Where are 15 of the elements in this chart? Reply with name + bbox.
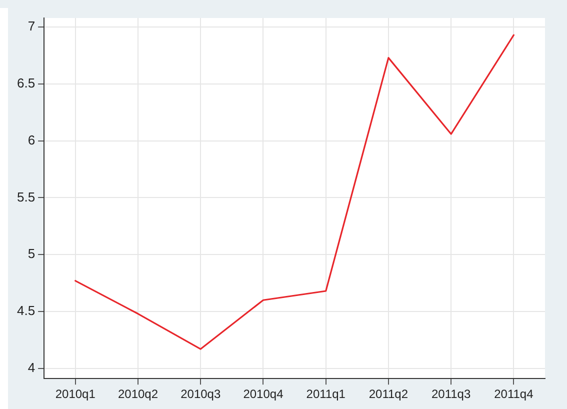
y-tick-label: 4 (28, 360, 36, 375)
x-tick-label: 2010q1 (55, 387, 96, 402)
x-tick-label: 2011q2 (368, 387, 408, 402)
y-tick-label: 5 (28, 246, 36, 262)
x-tick-label: 2011q1 (306, 387, 346, 402)
x-tick-label: 2011q3 (432, 387, 471, 402)
y-tick-label: 4.5 (16, 303, 36, 318)
x-tick-label: 2010q4 (243, 387, 284, 402)
x-tick-label: 2011q4 (494, 387, 534, 402)
y-tick-label: 6.5 (16, 76, 36, 91)
y-tick-label: 6 (28, 132, 36, 148)
y-tick-label: 7 (28, 18, 36, 34)
y-tick-label: 5.5 (16, 189, 36, 204)
x-tick-label: 2010q3 (180, 387, 221, 402)
x-tick-label: 2010q2 (118, 387, 158, 402)
